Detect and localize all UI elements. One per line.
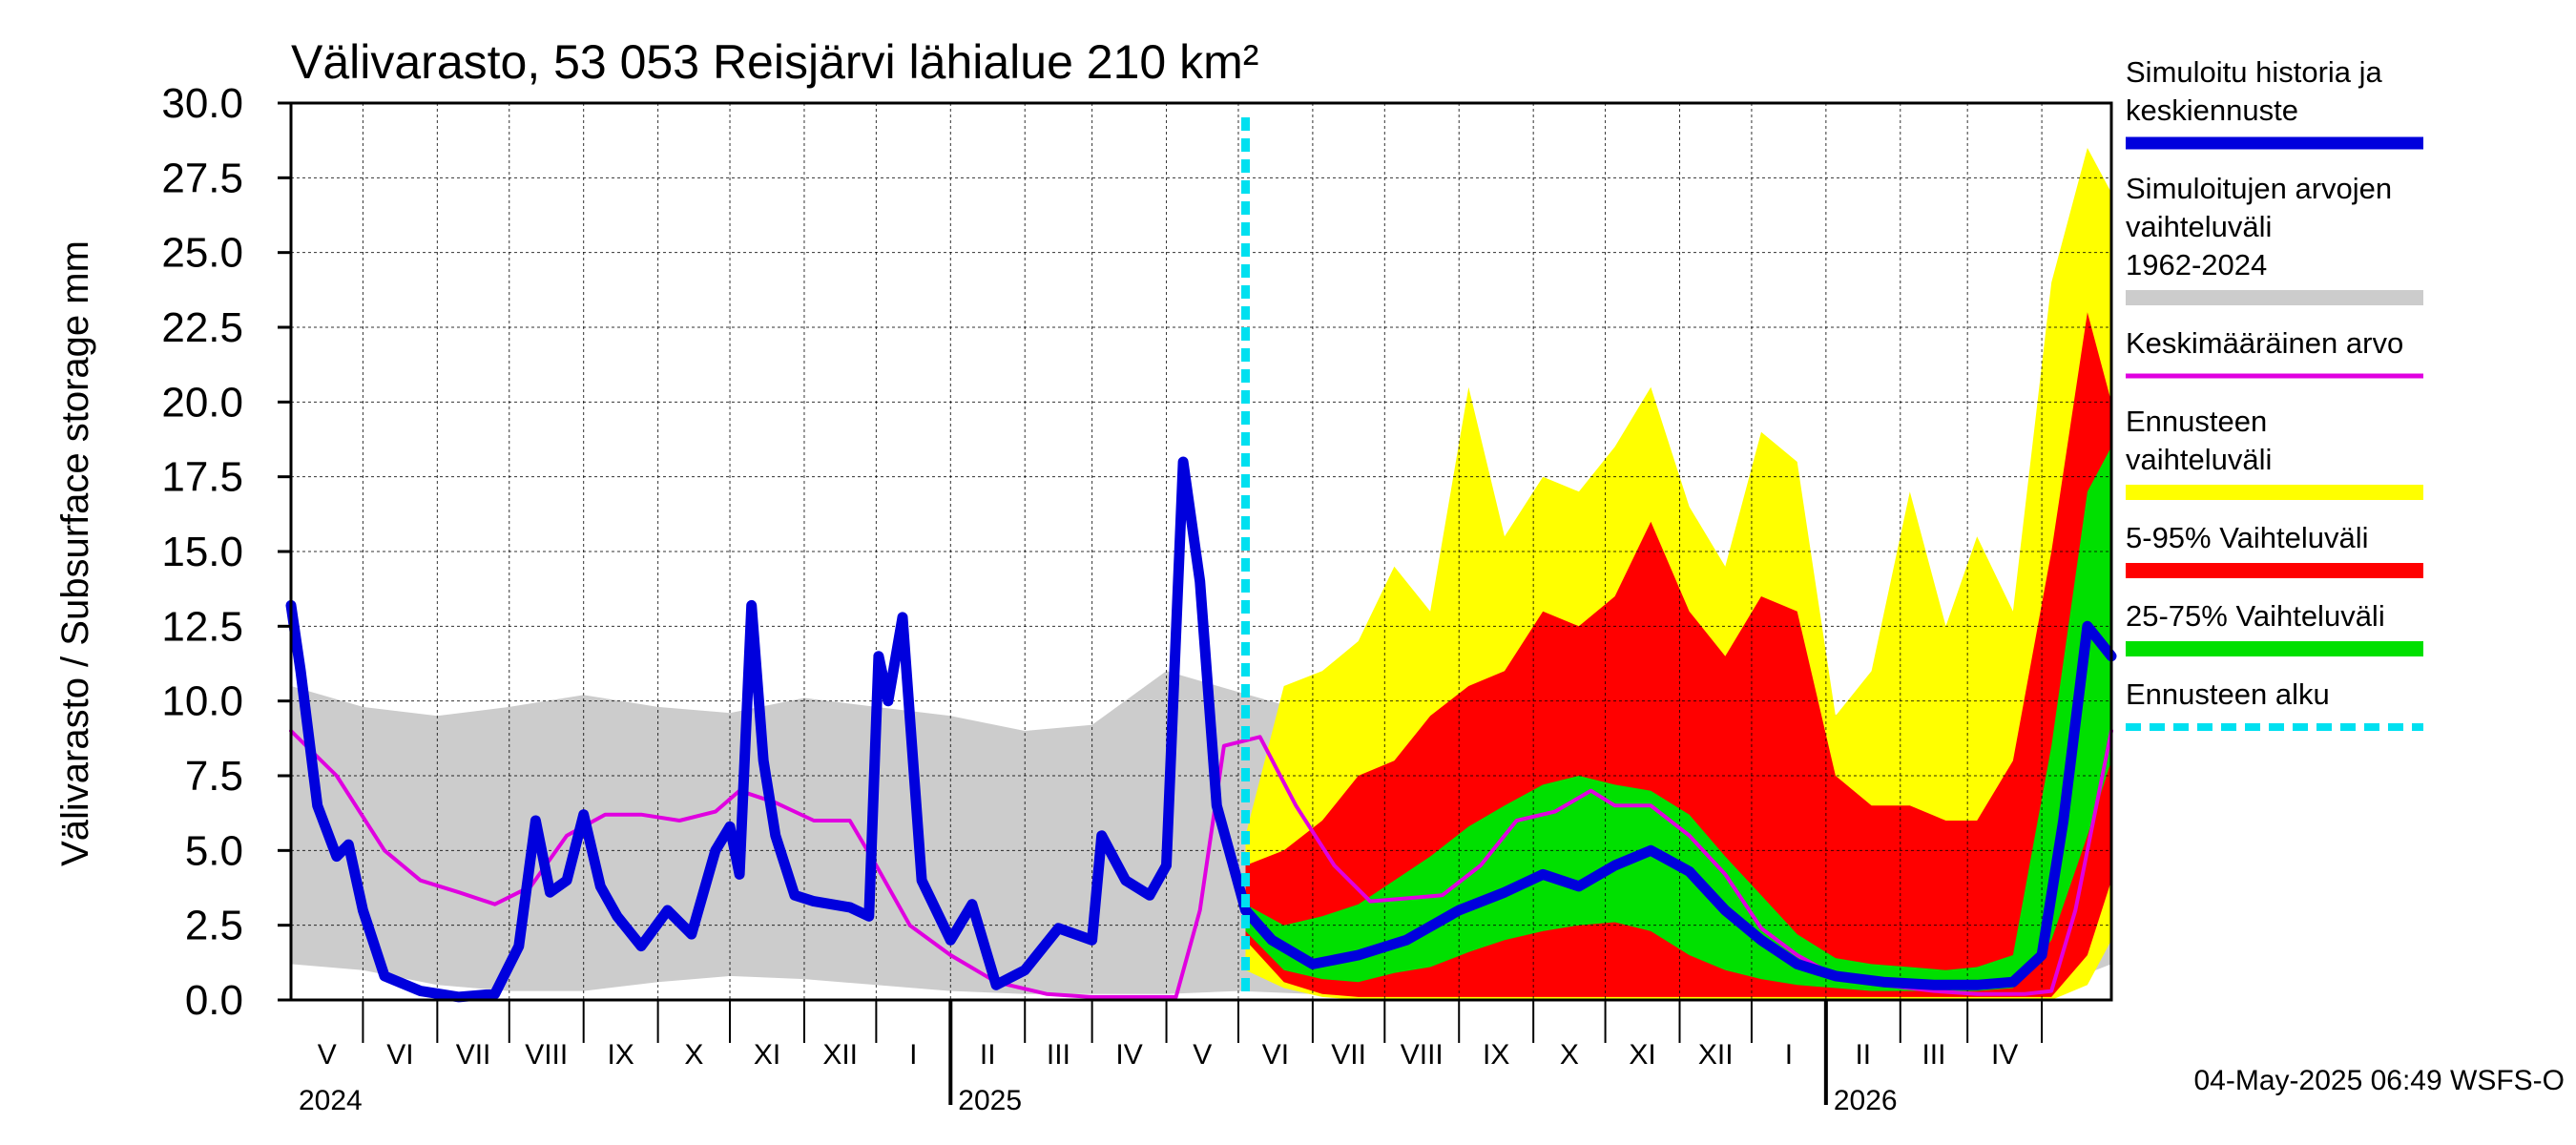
- x-month-label: X: [1560, 1039, 1579, 1071]
- legend-label-keskim-r-inen-arvo: Keskimääräinen arvo: [2126, 326, 2403, 360]
- x-month-label: X: [684, 1039, 703, 1071]
- x-month-label: VII: [1331, 1039, 1366, 1071]
- x-month-label: V: [1193, 1039, 1212, 1071]
- legend-label-ennusteen-vaihteluv-li: vaihteluväli: [2126, 443, 2272, 476]
- x-month-label: IX: [607, 1039, 634, 1071]
- x-axis: V VI VII VIII IX X XI XII I II III IV V VI VII VIII IX X X…: [299, 1000, 2044, 1116]
- x-month-label: VIII: [1401, 1039, 1444, 1071]
- x-year-label: 2024: [299, 1085, 363, 1116]
- x-month-label: IX: [1483, 1039, 1509, 1071]
- y-tick-label: 25.0: [161, 230, 243, 277]
- x-year-label: 2026: [1834, 1085, 1898, 1116]
- x-month-label: I: [909, 1039, 917, 1071]
- legend-label-5-95-vaihteluv-li: 5-95% Vaihteluväli: [2126, 521, 2368, 554]
- x-month-label: II: [980, 1039, 996, 1071]
- band-5-95-vaihteluv-li: [1245, 312, 2111, 997]
- legend-swatch-25-75-vaihteluv-li: [2126, 641, 2423, 656]
- x-month-label: III: [1922, 1039, 1945, 1071]
- x-month-label: V: [318, 1039, 337, 1071]
- chart-title: Välivarasto, 53 053 Reisjärvi lähialue 2…: [291, 35, 1258, 89]
- legend-label-simuloitujen-arvojen-vaihteluv-li-1962-2024: 1962-2024: [2126, 248, 2267, 281]
- legend-swatch-simuloitujen-arvojen-vaihteluv-li-1962-2024: [2126, 290, 2423, 305]
- y-ticks: 0.0 2.5 5.0 7.5 10.0 12.5 15.0 17.5 20.0 22.5 25.0…: [161, 80, 291, 1024]
- x-month-label: VIII: [525, 1039, 568, 1071]
- legend-label-ennusteen-alku: Ennusteen alku: [2126, 677, 2330, 711]
- x-month-label: XI: [1629, 1039, 1655, 1071]
- y-tick-label: 5.0: [185, 827, 243, 874]
- x-month-label: IV: [1115, 1039, 1142, 1071]
- y-tick-label: 0.0: [185, 977, 243, 1024]
- legend-label-simuloitu-historia-ja-keskiennuste: Simuloitu historia ja: [2126, 55, 2383, 89]
- y-tick-label: 22.5: [161, 304, 243, 351]
- y-axis-label: Välivarasto / Subsurface storage mm: [54, 240, 96, 866]
- y-tick-label: 20.0: [161, 379, 243, 426]
- y-tick-label: 7.5: [185, 753, 243, 800]
- legend-label-ennusteen-vaihteluv-li: Ennusteen: [2126, 405, 2267, 438]
- legend-label-simuloitu-historia-ja-keskiennuste: keskiennuste: [2126, 94, 2298, 127]
- x-month-label: III: [1047, 1039, 1070, 1071]
- lines-layer: [285, 117, 2117, 1003]
- x-month-label: VI: [386, 1039, 413, 1071]
- legend: Simuloitu historia ja keskiennuste Simuloi…: [2126, 55, 2423, 731]
- y-tick-label: 12.5: [161, 603, 243, 650]
- timestamp: 04-May-2025 06:49 WSFS-O: [2194, 1065, 2566, 1096]
- x-month-label: XI: [754, 1039, 780, 1071]
- y-tick-label: 2.5: [185, 903, 243, 949]
- line-simuloitu-historia-ja-keskiennuste: [285, 456, 2117, 1003]
- y-tick-label: 27.5: [161, 155, 243, 201]
- x-month-label: VII: [456, 1039, 491, 1071]
- legend-label-simuloitujen-arvojen-vaihteluv-li-1962-2024: Simuloitujen arvojen: [2126, 172, 2392, 205]
- x-month-label: VI: [1262, 1039, 1289, 1071]
- x-month-label: XII: [822, 1039, 858, 1071]
- legend-swatch-ennusteen-vaihteluv-li: [2126, 485, 2423, 500]
- x-month-label: II: [1855, 1039, 1871, 1071]
- y-tick-label: 17.5: [161, 454, 243, 501]
- grid-layer: [291, 103, 2111, 1000]
- line-keskim-r-inen-arvo: [289, 729, 2113, 999]
- legend-label-simuloitujen-arvojen-vaihteluv-li-1962-2024: vaihteluväli: [2126, 210, 2272, 243]
- band-25-75-vaihteluv-li: [1245, 447, 2111, 991]
- x-month-label: IV: [1991, 1039, 2018, 1071]
- legend-swatch-5-95-vaihteluv-li: [2126, 563, 2423, 578]
- x-month-label: XII: [1698, 1039, 1734, 1071]
- legend-label-25-75-vaihteluv-li: 25-75% Vaihteluväli: [2126, 599, 2385, 633]
- y-tick-label: 30.0: [161, 80, 243, 127]
- y-tick-label: 15.0: [161, 529, 243, 575]
- bands-layer: [291, 148, 2111, 1000]
- y-tick-label: 10.0: [161, 678, 243, 725]
- x-month-label: I: [1785, 1039, 1793, 1071]
- x-year-label: 2025: [958, 1085, 1022, 1116]
